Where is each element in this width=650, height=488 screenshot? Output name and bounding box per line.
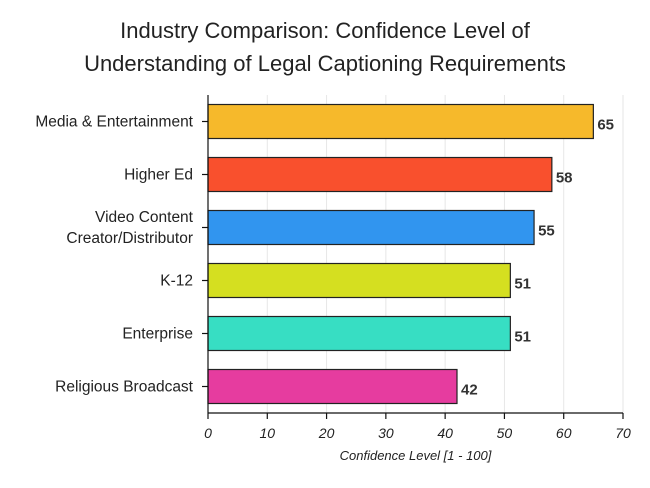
value-labels: 65 58 55 51 51 42: [461, 117, 614, 399]
category-label: Creator/Distributor: [66, 230, 193, 247]
x-tick-label: 60: [556, 425, 572, 441]
bar: [207, 156, 553, 193]
chart-title-line: Industry Comparison: Confidence Level of: [120, 18, 531, 43]
category-label: Enterprise: [122, 326, 193, 343]
x-tick-labels: 0 10 20 30 40 50 60 70: [204, 413, 631, 441]
bar: [207, 315, 511, 352]
chart-title-line: Understanding of Legal Captioning Requir…: [84, 51, 566, 76]
chart-title: Industry Comparison: Confidence Level of…: [84, 18, 566, 76]
category-label: Video Content: [95, 209, 194, 226]
category-label: Media & Entertainment: [35, 114, 193, 131]
bar: [207, 368, 458, 405]
value-label: 65: [597, 117, 614, 134]
x-tick-label: 30: [378, 425, 394, 441]
x-tick-label: 10: [259, 425, 275, 441]
value-label: 55: [538, 223, 555, 240]
axes: [207, 95, 623, 414]
x-axis-title: Confidence Level [1 - 100]: [340, 448, 492, 463]
x-tick-label: 0: [204, 425, 212, 441]
category-label: Higher Ed: [124, 167, 193, 184]
x-tick-label: 50: [497, 425, 513, 441]
bar: [207, 103, 594, 140]
grid-lines: [266, 95, 624, 413]
bar: [207, 209, 535, 246]
bars: [207, 103, 594, 405]
value-label: 51: [514, 329, 531, 346]
x-tick-label: 70: [615, 425, 631, 441]
category-label: Religious Broadcast: [55, 379, 194, 396]
value-label: 58: [556, 170, 573, 187]
x-tick-label: 20: [318, 425, 335, 441]
value-label: 51: [514, 276, 531, 293]
x-tick-label: 40: [437, 425, 453, 441]
value-label: 42: [461, 382, 478, 399]
category-labels: Media & Entertainment Higher Ed Video Cont…: [35, 114, 208, 396]
category-label: K-12: [160, 273, 193, 290]
bar: [207, 262, 511, 299]
